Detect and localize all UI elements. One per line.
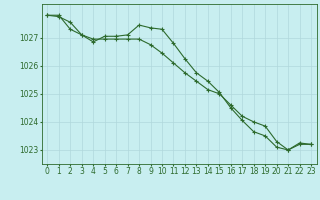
Text: Graphe pression niveau de la mer (hPa): Graphe pression niveau de la mer (hPa) [59, 180, 261, 190]
